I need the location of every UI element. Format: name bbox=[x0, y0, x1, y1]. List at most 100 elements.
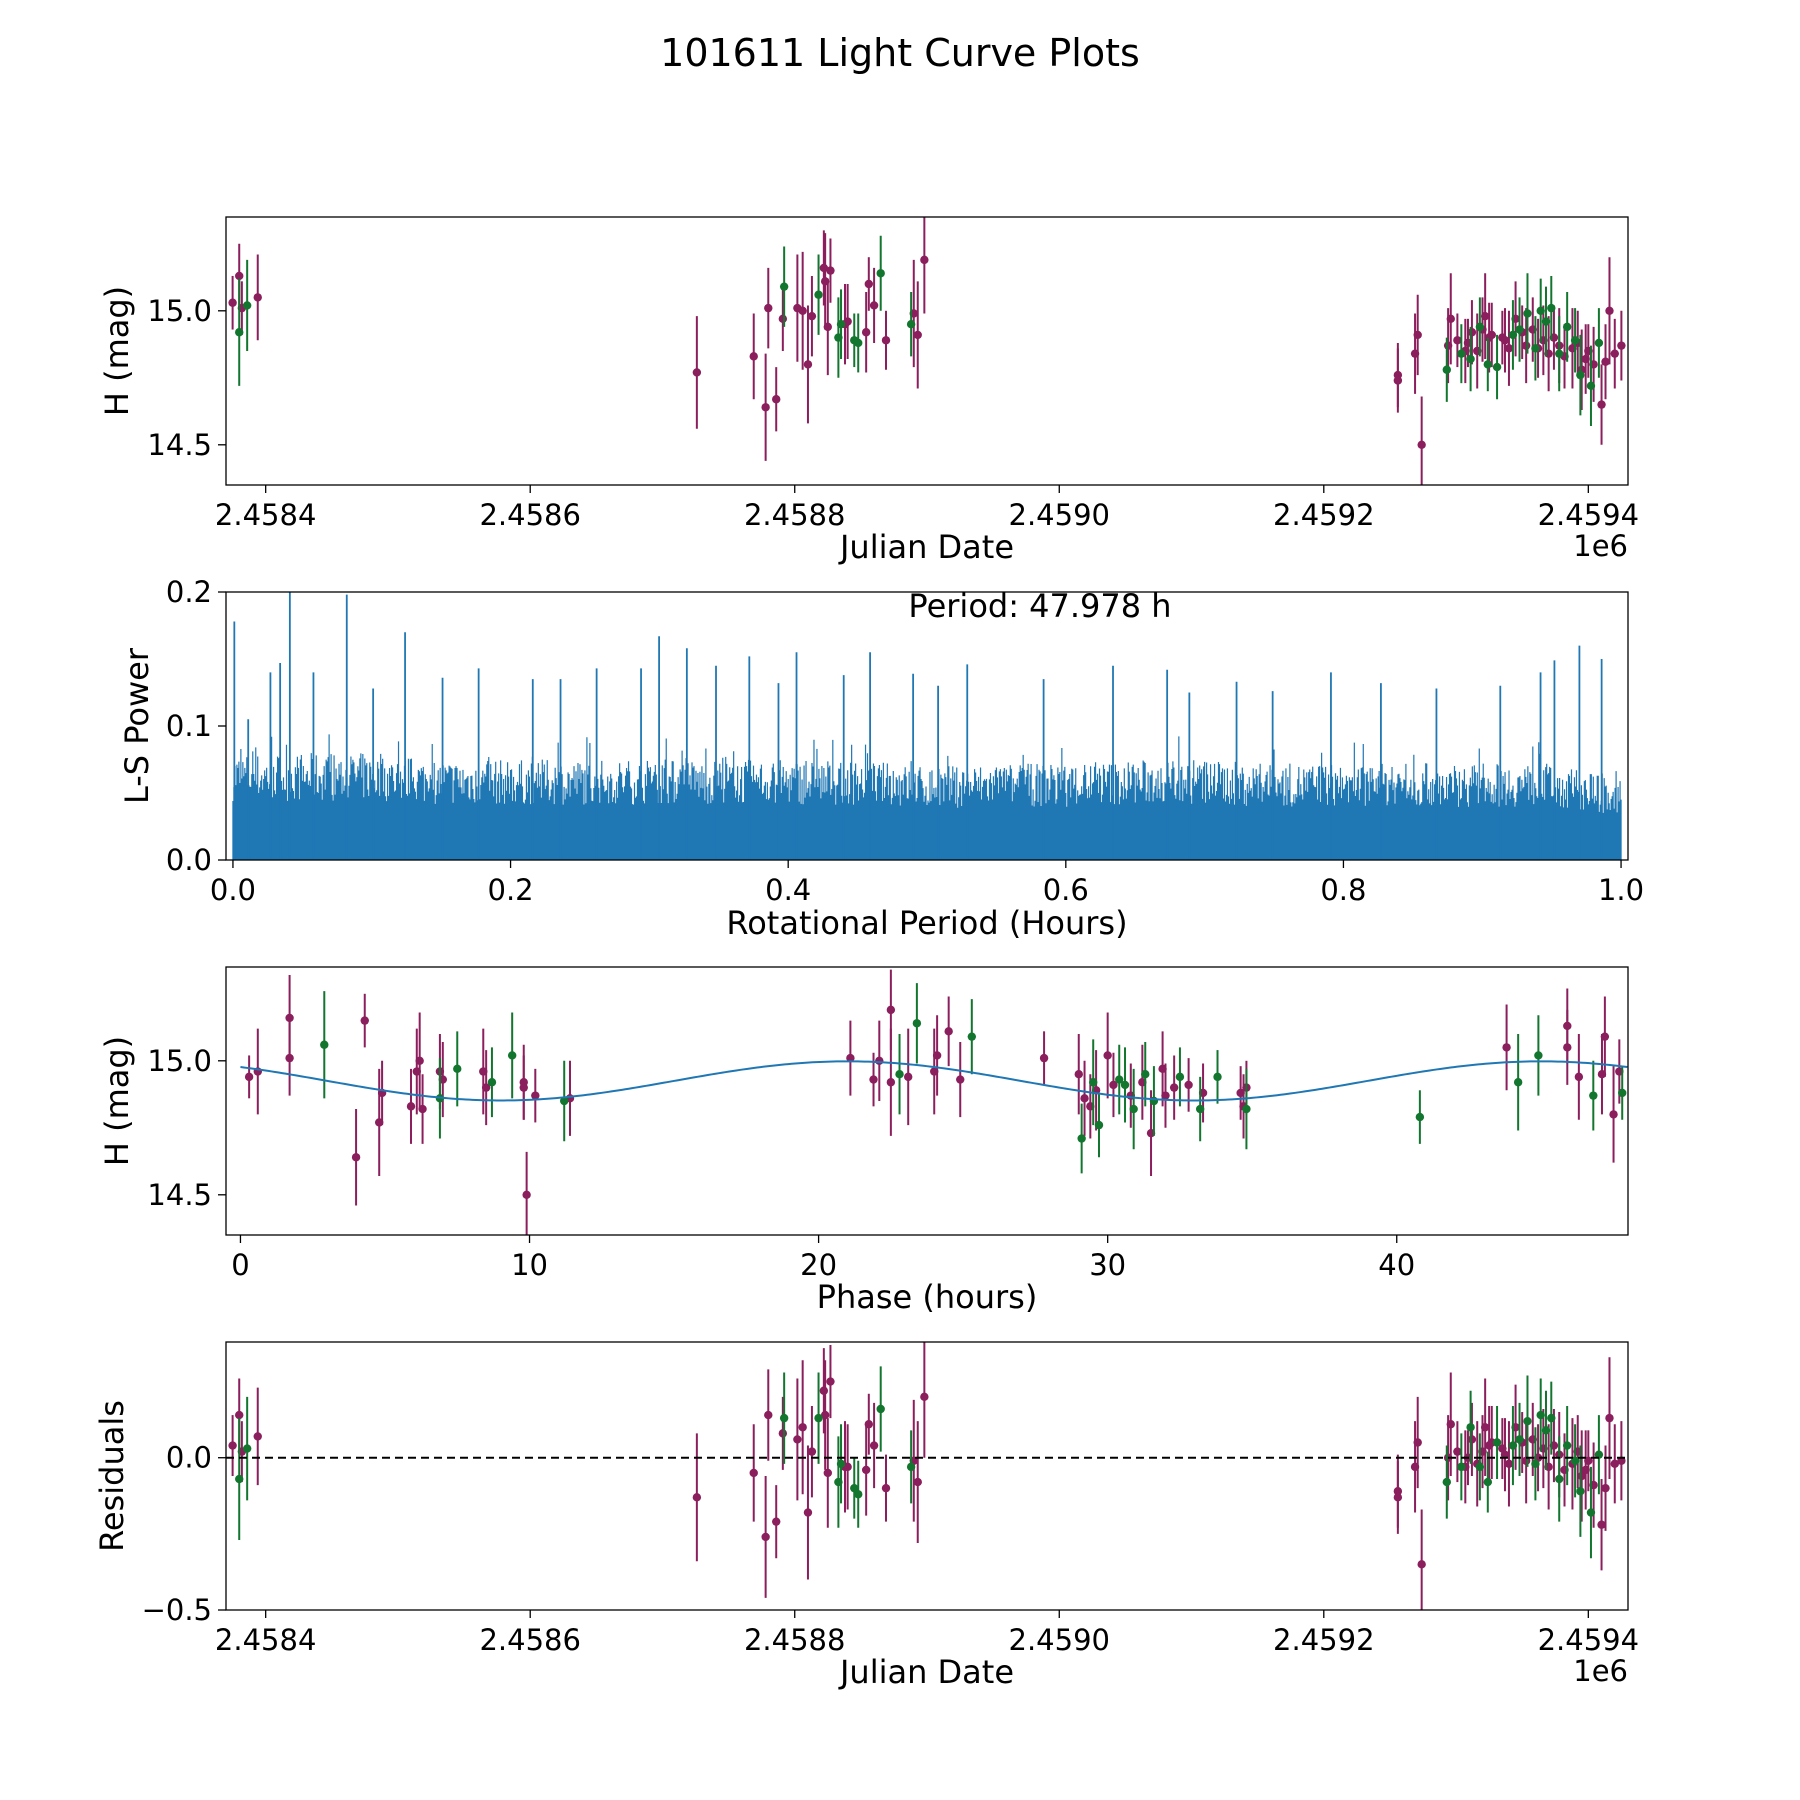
lightcurve-ytick-label: 15.0 bbox=[147, 294, 212, 328]
residuals-point bbox=[861, 1465, 871, 1475]
residuals-point bbox=[1523, 1416, 1532, 1426]
lightcurve-xtick-label: 2.4586 bbox=[479, 498, 580, 532]
phased-point bbox=[875, 1056, 884, 1066]
phased-ytick-label: 15.0 bbox=[147, 1044, 212, 1078]
residuals-point bbox=[772, 1517, 781, 1526]
phased-point bbox=[1600, 1032, 1610, 1041]
residuals-point bbox=[1610, 1459, 1619, 1469]
phased-point bbox=[886, 1078, 896, 1087]
phased-point bbox=[1589, 1091, 1598, 1100]
phased-point bbox=[1109, 1080, 1118, 1090]
phased-point bbox=[886, 1005, 896, 1015]
periodogram-xtick-label: 0.6 bbox=[1043, 873, 1089, 907]
lightcurve-point bbox=[1570, 336, 1580, 345]
phased-point bbox=[453, 1064, 462, 1074]
phased-point bbox=[895, 1070, 904, 1079]
lightcurve-point bbox=[1610, 349, 1619, 358]
residuals-xtick-label: 2.4584 bbox=[215, 1623, 316, 1657]
phased-point bbox=[285, 1053, 294, 1063]
residuals-point bbox=[836, 1459, 846, 1469]
residuals-xtick-label: 2.4594 bbox=[1538, 1623, 1639, 1657]
phased-xtick-label: 10 bbox=[511, 1248, 548, 1282]
phased-point bbox=[1175, 1072, 1185, 1082]
residuals-point bbox=[1605, 1413, 1614, 1423]
lightcurve-point bbox=[1541, 317, 1551, 326]
periodogram-ytick-label: 0.1 bbox=[166, 709, 212, 743]
residuals-point bbox=[869, 1441, 879, 1450]
phased-point bbox=[487, 1078, 497, 1087]
residuals-point bbox=[1475, 1462, 1485, 1472]
phased-point bbox=[507, 1051, 517, 1060]
phased-point bbox=[1115, 1075, 1124, 1084]
residuals-ylabel: Residuals bbox=[93, 1400, 131, 1552]
lightcurve-point bbox=[1475, 322, 1485, 332]
residuals-point bbox=[850, 1483, 859, 1493]
phased-point bbox=[1534, 1051, 1543, 1060]
lightcurve-point bbox=[861, 328, 871, 337]
residuals-point bbox=[1492, 1438, 1502, 1447]
lightcurve-ytick-label: 14.5 bbox=[147, 428, 212, 462]
residuals-point bbox=[692, 1493, 702, 1502]
residuals-point bbox=[1466, 1423, 1475, 1432]
lightcurve-point bbox=[1393, 376, 1403, 385]
phased-xtick-label: 20 bbox=[800, 1248, 837, 1282]
periodogram-ytick-label: 0.2 bbox=[166, 575, 212, 609]
lightcurve-point bbox=[843, 317, 852, 326]
phased-point bbox=[1039, 1053, 1049, 1063]
residuals-point bbox=[1417, 1560, 1426, 1569]
residuals-point bbox=[906, 1462, 916, 1472]
lightcurve-point bbox=[1597, 400, 1606, 409]
phased-point bbox=[1184, 1080, 1193, 1090]
residuals-point bbox=[1597, 1520, 1606, 1529]
lightcurve-point bbox=[803, 360, 813, 369]
lightcurve-point bbox=[1605, 306, 1614, 315]
residuals-marks bbox=[226, 1342, 1628, 1610]
lightcurve-point bbox=[807, 311, 817, 321]
phased-point bbox=[1120, 1080, 1130, 1090]
lightcurve-point bbox=[1531, 344, 1540, 353]
phased-point bbox=[285, 1013, 294, 1023]
phased-ytick-label: 14.5 bbox=[147, 1178, 212, 1212]
phased-ylabel: H (mag) bbox=[98, 1036, 136, 1166]
phased-point bbox=[944, 1027, 953, 1036]
phased-point bbox=[1618, 1088, 1627, 1098]
phased-xlabel: Phase (hours) bbox=[817, 1278, 1038, 1316]
phased-point bbox=[522, 1190, 531, 1200]
periodogram-marks bbox=[232, 592, 1622, 860]
phased-ticks: 0 10 20 30 40 14.5 15.0 bbox=[147, 1044, 1415, 1282]
phased-point bbox=[418, 1104, 427, 1114]
residuals-point bbox=[819, 1386, 829, 1395]
phased-point bbox=[1169, 1083, 1179, 1092]
residuals-point bbox=[235, 1410, 244, 1420]
periodogram-panel: 0.0 0.2 0.4 0.6 0.8 1.0 0.0 0.1 0.2 Period: 47.9… bbox=[118, 575, 1644, 942]
phased-point bbox=[1609, 1110, 1618, 1119]
residuals-point bbox=[1531, 1459, 1540, 1469]
periodogram-ticks: 0.0 0.2 0.4 0.6 0.8 1.0 0.0 0.1 0.2 bbox=[166, 575, 1644, 907]
periodogram-xtick-label: 0.0 bbox=[210, 873, 256, 907]
residuals-frame bbox=[225, 1341, 1629, 1611]
residuals-ticks: 2.4584 2.4586 2.4588 2.4590 2.4592 2.4594 −0.5… bbox=[142, 1441, 1639, 1657]
residuals-point bbox=[1457, 1462, 1466, 1472]
residuals-xtick-label: 2.4592 bbox=[1273, 1623, 1374, 1657]
residuals-point bbox=[1393, 1493, 1403, 1502]
lightcurve-point bbox=[1562, 322, 1572, 332]
periodogram-ytick-label: 0.0 bbox=[166, 843, 212, 877]
lightcurve-point bbox=[826, 266, 835, 275]
lightcurve-point bbox=[1413, 330, 1422, 340]
phased-point bbox=[244, 1072, 254, 1082]
periodogram-xtick-label: 1.0 bbox=[1598, 873, 1644, 907]
lightcurve-point bbox=[1594, 338, 1604, 348]
lightcurve-point bbox=[913, 330, 922, 340]
lightcurve-point bbox=[253, 293, 262, 302]
lightcurve-xtick-label: 2.4584 bbox=[215, 498, 316, 532]
phased-point bbox=[1242, 1104, 1251, 1114]
residuals-point bbox=[1480, 1423, 1490, 1432]
phased-point bbox=[1213, 1072, 1222, 1082]
lightcurve-point bbox=[864, 279, 874, 289]
phased-point bbox=[1574, 1072, 1584, 1082]
lightcurve-point bbox=[1457, 349, 1466, 358]
residuals-point bbox=[864, 1420, 874, 1429]
phased-point bbox=[1094, 1120, 1104, 1130]
residuals-point bbox=[1586, 1508, 1596, 1517]
